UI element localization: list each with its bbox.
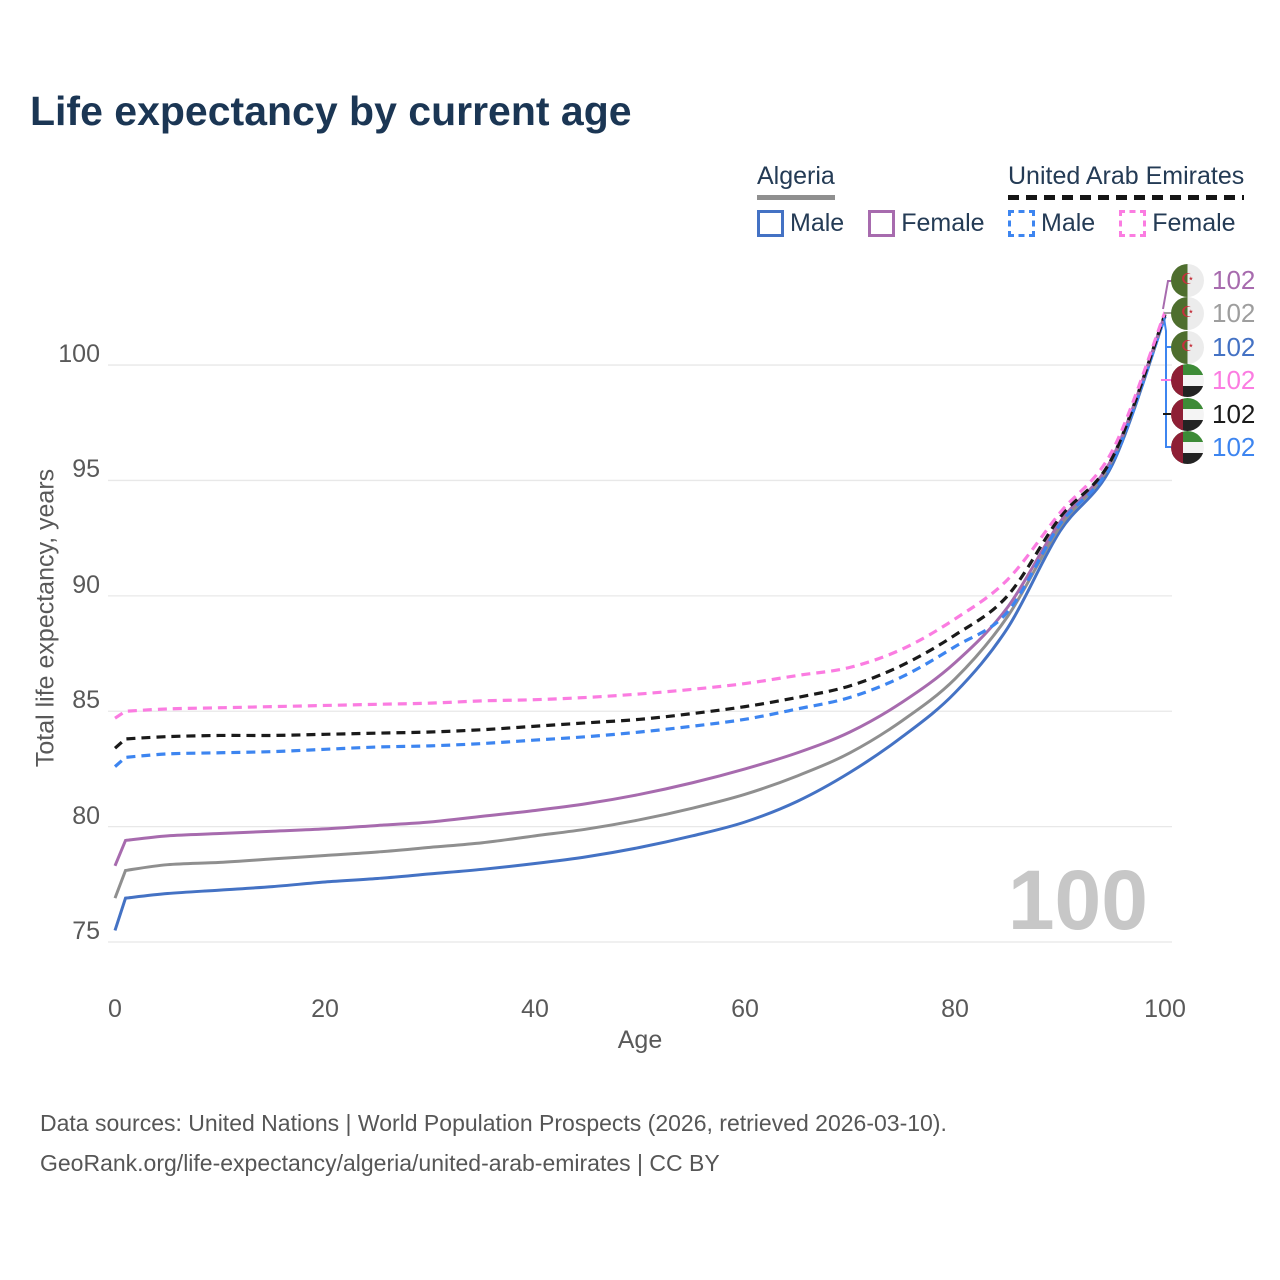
y-tick-label: 90 — [72, 570, 100, 599]
attribution-line: GeoRank.org/life-expectancy/algeria/unit… — [40, 1150, 720, 1176]
end-label-uae-male: 102 — [1171, 430, 1255, 464]
legend-item-label: Male — [790, 209, 845, 237]
algeria-flag-icon — [1171, 296, 1204, 330]
y-tick-label: 95 — [72, 455, 100, 484]
y-tick-label: 75 — [72, 917, 100, 945]
end-value: 102 — [1212, 297, 1256, 328]
x-tick-label: 20 — [311, 995, 339, 1023]
end-label-algeria-all: 102 — [1171, 296, 1255, 330]
legend-item-uae-male[interactable]: Male — [1008, 209, 1119, 238]
legend-country-algeria[interactable]: Algeria — [757, 162, 835, 200]
y-axis-title: Total life expectancy, years — [31, 468, 60, 768]
legend-item-algeria-male[interactable]: Male — [757, 209, 868, 238]
y-tick-label: 85 — [72, 686, 100, 715]
y-tick-label: 80 — [72, 801, 100, 830]
x-tick-label: 0 — [108, 995, 122, 1023]
legend-group-algeria: Algeria Male Female — [757, 162, 1009, 238]
end-label-algeria-female: 102 — [1171, 263, 1255, 297]
end-value: 102 — [1212, 264, 1256, 295]
uae-flag-icon — [1171, 363, 1204, 397]
age-watermark: 100 — [1007, 853, 1148, 947]
uae-flag-icon — [1171, 397, 1204, 431]
legend-entries-uae: Male Female — [1008, 209, 1260, 238]
legend-country-uae[interactable]: United Arab Emirates — [1008, 162, 1245, 200]
end-label-uae-female: 102 — [1171, 363, 1255, 397]
data-sources-line: Data sources: United Nations | World Pop… — [40, 1110, 947, 1136]
legend-group-uae: United Arab Emirates Male Female — [1008, 162, 1260, 238]
legend-country-label: Algeria — [757, 162, 835, 190]
x-tick-label: 40 — [521, 995, 549, 1023]
x-tick-label: 80 — [941, 995, 969, 1023]
legend-item-label: Female — [901, 209, 985, 237]
legend-country-label: United Arab Emirates — [1008, 162, 1245, 190]
algeria-line-style-swatch — [757, 195, 835, 200]
y-tick-label: 100 — [58, 340, 100, 369]
end-value: 102 — [1212, 431, 1256, 462]
x-axis-title: Age — [617, 1026, 663, 1054]
algeria-female-swatch — [868, 210, 896, 237]
uae-flag-icon — [1171, 430, 1204, 464]
algeria-male-swatch — [757, 210, 784, 237]
chart-series-lines — [113, 311, 1167, 931]
uae-male-swatch — [1008, 210, 1035, 237]
end-value: 102 — [1212, 331, 1256, 362]
series-line — [113, 313, 1167, 867]
legend-item-algeria-female[interactable]: Female — [868, 209, 1008, 238]
series-line — [114, 311, 1167, 720]
end-label-uae-all: 102 — [1171, 397, 1255, 431]
gridlines — [108, 364, 1172, 943]
series-line — [113, 316, 1167, 768]
legend-entries-algeria: Male Female — [757, 209, 1009, 238]
x-tick-label: 100 — [1144, 995, 1186, 1023]
end-label-algeria-male: 102 — [1171, 330, 1255, 364]
series-line — [113, 316, 1167, 931]
page-title: Life expectancy by current age — [30, 88, 632, 134]
uae-female-swatch — [1119, 210, 1147, 237]
legend-item-label: Female — [1152, 209, 1236, 237]
series-line — [113, 313, 1167, 750]
end-value: 102 — [1212, 398, 1256, 429]
algeria-flag-icon — [1171, 330, 1204, 364]
x-tick-label: 60 — [731, 995, 759, 1023]
legend-item-uae-female[interactable]: Female — [1119, 209, 1259, 238]
uae-line-style-swatch — [1008, 195, 1245, 200]
algeria-flag-icon — [1171, 263, 1204, 297]
end-value: 102 — [1212, 364, 1256, 395]
legend-item-label: Male — [1041, 209, 1096, 237]
